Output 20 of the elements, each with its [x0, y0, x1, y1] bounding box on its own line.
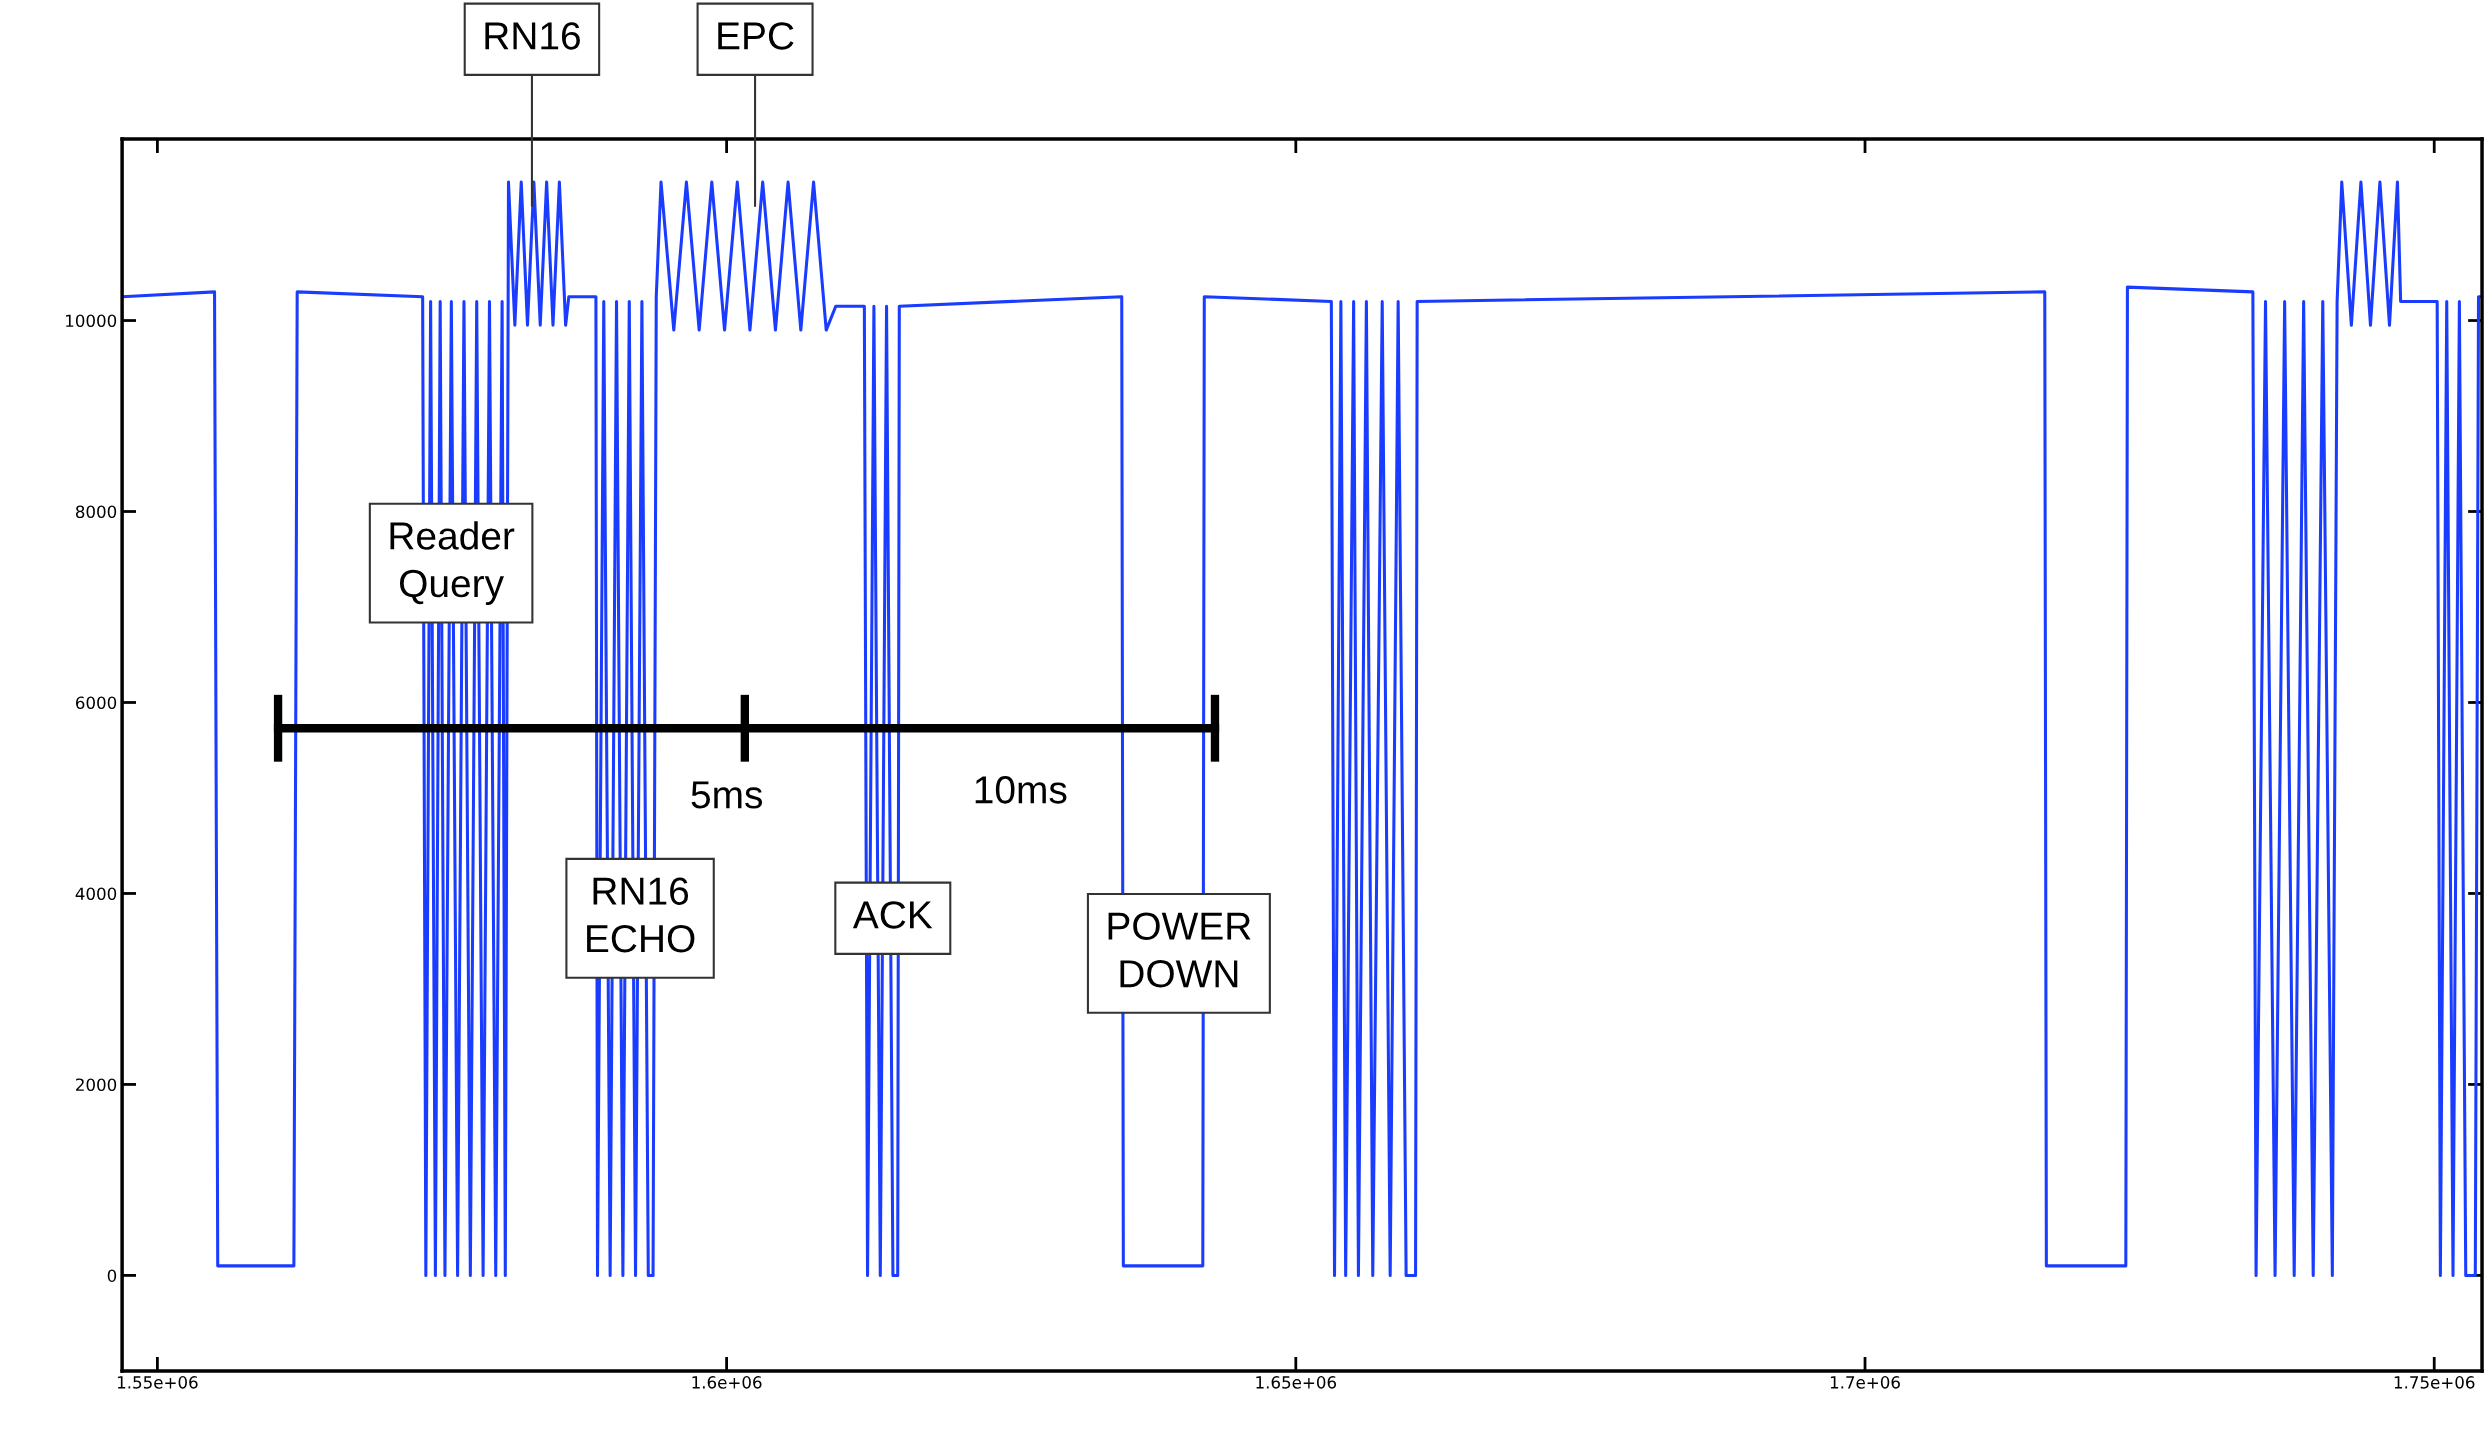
y-tick-label: 2000 — [76, 1078, 117, 1092]
x-tick-label: 1.7e+06 — [1830, 1376, 1900, 1389]
annotation: 5ms — [691, 781, 763, 809]
annotation: RN16 ECHO — [587, 877, 695, 953]
y-tick-label: 6000 — [75, 696, 117, 710]
annotation: POWER DOWN — [1108, 912, 1251, 988]
annotation: EPC — [718, 22, 794, 50]
line-series — [122, 180, 2483, 1277]
x-tick-label: 1.65e+06 — [1256, 1376, 1337, 1389]
x-tick-label: 1.6e+06 — [692, 1376, 762, 1389]
annotation: ACK — [852, 901, 933, 929]
x-tick-label: 1.55e+06 — [117, 1376, 198, 1389]
y-tick-label: 0 — [107, 1269, 117, 1282]
y-tick-label: 4000 — [75, 887, 117, 901]
y-tick-label: 8000 — [75, 505, 117, 519]
annotation: RN16 — [485, 22, 580, 50]
annotation: 10ms — [975, 776, 1067, 804]
annotation: Reader Query — [390, 521, 515, 605]
x-tick-label: 1.75e+06 — [2394, 1376, 2475, 1389]
y-tick-label: 10000 — [66, 314, 117, 328]
